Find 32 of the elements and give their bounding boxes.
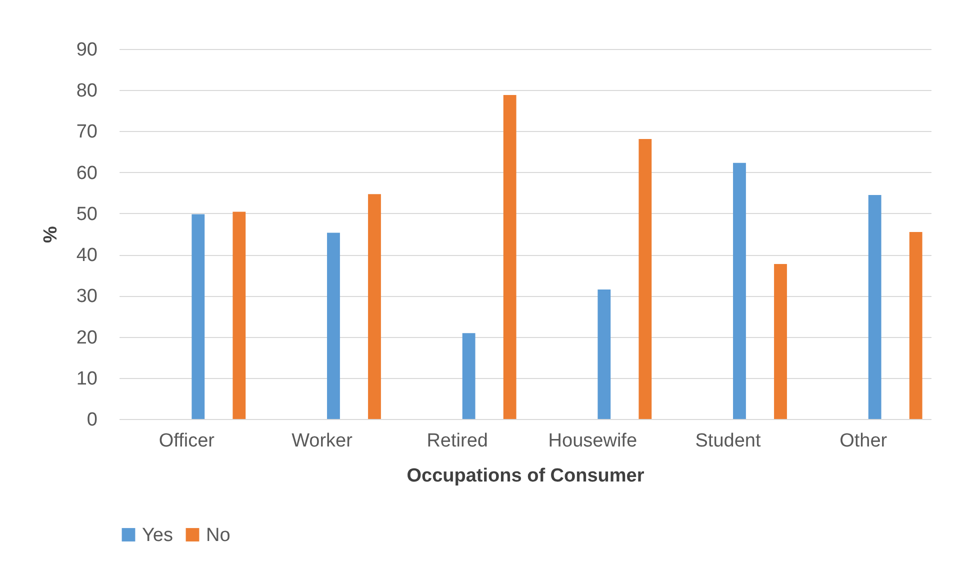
y-tick-label: 20 xyxy=(76,327,98,348)
legend-label: Yes xyxy=(142,524,173,546)
bar xyxy=(733,162,746,419)
y-tick-label: 70 xyxy=(76,122,98,143)
bar xyxy=(462,333,476,419)
x-tick-label: Other xyxy=(840,430,888,452)
y-tick-label: 60 xyxy=(76,162,98,184)
y-tick-label: 10 xyxy=(76,368,98,390)
x-tick-label: Worker xyxy=(292,430,354,452)
bar xyxy=(368,194,381,419)
y-tick-label: 40 xyxy=(76,245,98,266)
x-tick-label: Housewife xyxy=(548,430,638,452)
x-tick-label: Retired xyxy=(426,430,488,452)
bar xyxy=(868,194,882,419)
legend-label: No xyxy=(206,524,230,546)
bar xyxy=(598,290,611,419)
bar xyxy=(192,214,205,419)
y-tick-label: 0 xyxy=(86,410,98,430)
y-tick-label: 90 xyxy=(76,40,98,60)
bar xyxy=(503,95,516,419)
y-tick-label: 80 xyxy=(76,80,98,102)
bar xyxy=(909,232,922,419)
bar xyxy=(774,264,787,419)
y-tick-label: 50 xyxy=(76,204,98,225)
bar xyxy=(232,212,246,419)
x-tick-label: Officer xyxy=(158,430,216,452)
x-tick-label: Student xyxy=(695,430,762,452)
y-tick-label: 30 xyxy=(76,286,98,308)
bar xyxy=(638,139,652,419)
y-axis-title: % xyxy=(40,226,62,243)
bar xyxy=(327,232,340,419)
x-axis-title: Occupations of Consumer xyxy=(406,466,645,486)
